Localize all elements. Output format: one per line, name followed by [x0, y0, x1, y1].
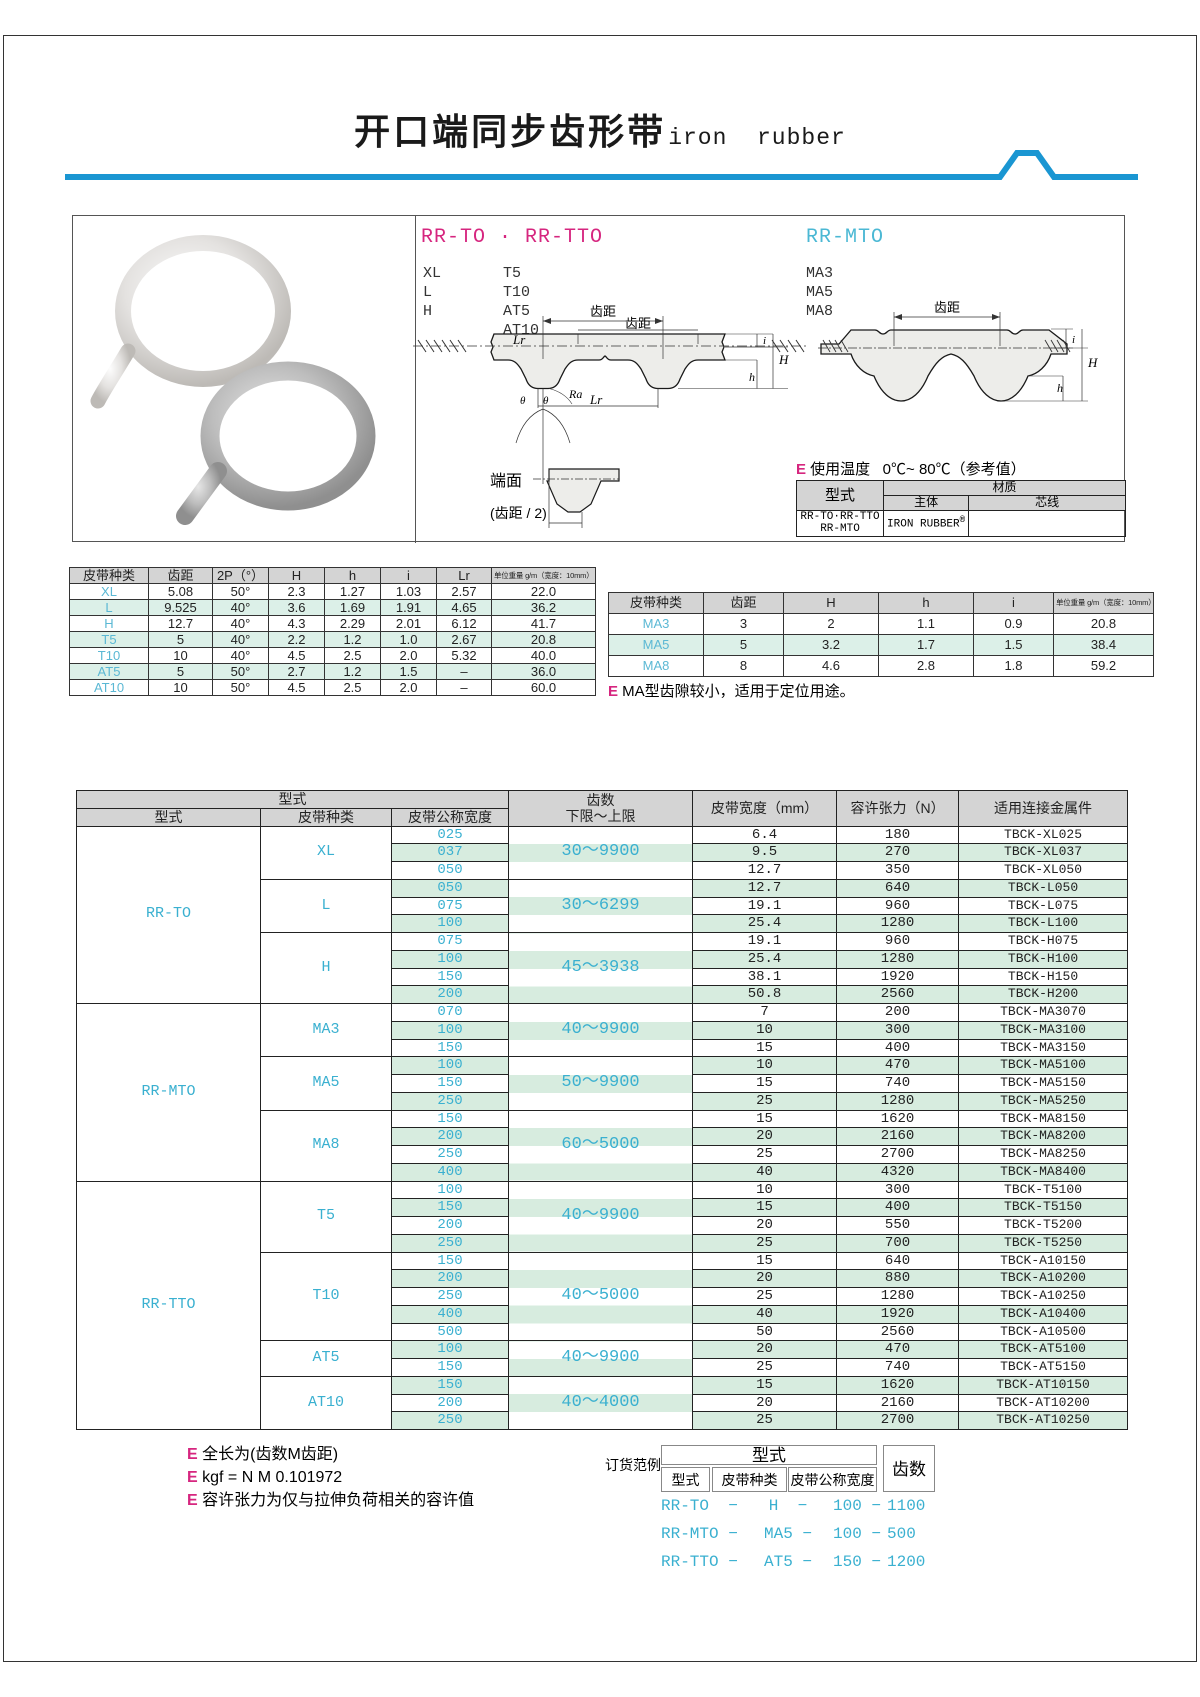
svg-text:h: h: [1057, 381, 1063, 395]
svg-text:齿距: 齿距: [934, 300, 960, 315]
svg-text:H: H: [1087, 355, 1098, 370]
svg-text:i: i: [1072, 334, 1075, 346]
